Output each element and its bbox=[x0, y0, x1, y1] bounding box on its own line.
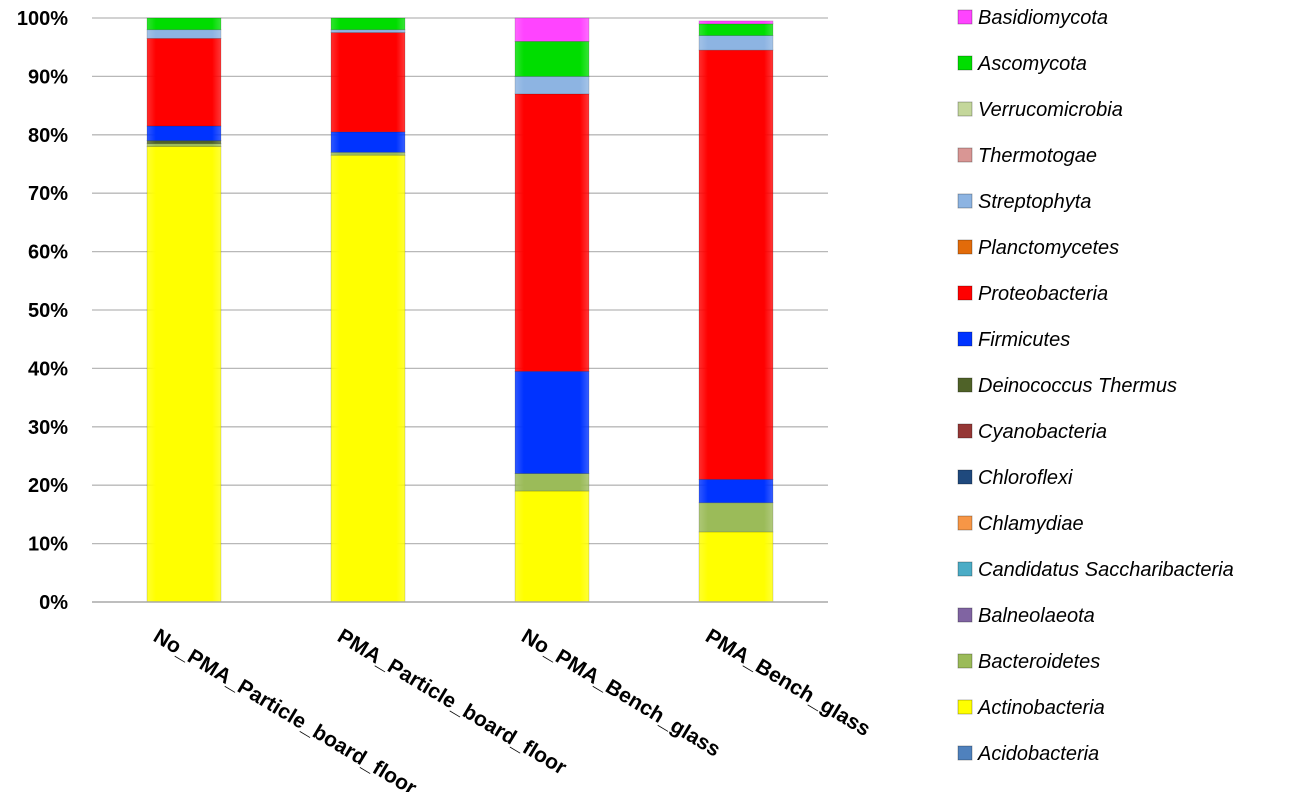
bar-segment-ascomycota bbox=[146, 17, 222, 31]
bar-segment-bacteroidetes bbox=[330, 151, 406, 156]
bar-segment-streptophyta bbox=[330, 29, 406, 34]
bar-segment-bacteroidetes bbox=[146, 143, 222, 147]
legend-swatch-firmicutes bbox=[957, 331, 973, 347]
legend: Basidiomycota Ascomycota Verrucomicrobia Th… bbox=[957, 7, 1234, 765]
bar-segment-ascomycota bbox=[330, 17, 406, 31]
legend-label-ascomycota: Ascomycota bbox=[977, 53, 1087, 75]
x-axis-category-labels: No_PMA_Particle_board_floorPMA_Particle_… bbox=[149, 625, 874, 792]
legend-swatch-thermotogae bbox=[957, 147, 973, 163]
bar-segment-actinobacteria bbox=[514, 490, 590, 603]
bar-segment-streptophyta bbox=[146, 29, 222, 39]
bar-segment-basidiomycota bbox=[514, 17, 590, 42]
legend-swatch-chlamydiae bbox=[957, 515, 973, 531]
legend-swatch-proteobacteria bbox=[957, 285, 973, 301]
bar-segment-basidiomycota bbox=[698, 20, 774, 25]
legend-swatch-cyanobacteria bbox=[957, 423, 973, 439]
y-tick-label: 0% bbox=[39, 592, 68, 614]
y-tick-label: 100% bbox=[17, 8, 68, 30]
bars bbox=[146, 17, 774, 603]
legend-label-thermotogae: Thermotogae bbox=[978, 145, 1097, 167]
legend-swatch-streptophyta bbox=[957, 193, 973, 209]
bar-segment-streptophyta bbox=[514, 76, 590, 95]
legend-swatch-balneolaeota bbox=[957, 607, 973, 623]
legend-label-firmicutes: Firmicutes bbox=[978, 329, 1070, 351]
y-tick-label: 20% bbox=[28, 475, 68, 497]
legend-label-acidobacteria: Acidobacteria bbox=[977, 743, 1099, 765]
legend-label-chlamydiae: Chlamydiae bbox=[978, 513, 1084, 535]
legend-swatch-basidiomycota bbox=[957, 9, 973, 25]
y-tick-label: 40% bbox=[28, 358, 68, 380]
legend-swatch-actinobacteria bbox=[957, 699, 973, 715]
legend-label-cyanobacteria: Cyanobacteria bbox=[978, 421, 1107, 443]
legend-swatch-ascomycota bbox=[957, 55, 973, 71]
bar-segment-bacteroidetes bbox=[514, 473, 590, 492]
y-tick-label: 60% bbox=[28, 242, 68, 264]
legend-label-bacteroidetes: Bacteroidetes bbox=[978, 651, 1100, 673]
y-tick-label: 90% bbox=[28, 66, 68, 88]
legend-label-candidatus-saccharibacteria: Candidatus Saccharibacteria bbox=[978, 559, 1234, 581]
bar-segment-deinococcus-thermus bbox=[146, 140, 222, 144]
bar-segment-bacteroidetes bbox=[698, 502, 774, 533]
bar-segment-firmicutes bbox=[514, 370, 590, 474]
bar-segment-proteobacteria bbox=[514, 93, 590, 372]
bar-segment-ascomycota bbox=[514, 40, 590, 77]
legend-label-verrucomicrobia: Verrucomicrobia bbox=[978, 99, 1123, 121]
legend-label-deinococcus-thermus: Deinococcus Thermus bbox=[978, 375, 1177, 397]
bar-segment-proteobacteria bbox=[330, 32, 406, 133]
legend-label-planctomycetes: Planctomycetes bbox=[978, 237, 1119, 259]
legend-swatch-candidatus-saccharibacteria bbox=[957, 561, 973, 577]
y-tick-label: 10% bbox=[28, 534, 68, 556]
y-tick-label: 30% bbox=[28, 417, 68, 439]
y-tick-label: 50% bbox=[28, 300, 68, 322]
bar-segment-ascomycota bbox=[698, 23, 774, 36]
legend-swatch-acidobacteria bbox=[957, 745, 973, 761]
x-category-label: PMA_Bench_glass bbox=[701, 625, 874, 741]
legend-label-actinobacteria: Actinobacteria bbox=[977, 697, 1105, 719]
legend-label-balneolaeota: Balneolaeota bbox=[978, 605, 1095, 627]
y-tick-label: 70% bbox=[28, 183, 68, 205]
x-category-label: No_PMA_Bench_glass bbox=[517, 625, 724, 762]
legend-swatch-bacteroidetes bbox=[957, 653, 973, 669]
legend-label-chloroflexi: Chloroflexi bbox=[978, 467, 1073, 489]
legend-label-streptophyta: Streptophyta bbox=[978, 191, 1091, 213]
bar-segment-actinobacteria bbox=[146, 146, 222, 603]
bar-segment-firmicutes bbox=[146, 125, 222, 142]
y-tick-label: 80% bbox=[28, 125, 68, 147]
legend-swatch-verrucomicrobia bbox=[957, 101, 973, 117]
bar-segment-actinobacteria bbox=[330, 154, 406, 603]
legend-label-basidiomycota: Basidiomycota bbox=[978, 7, 1108, 29]
bar-segment-firmicutes bbox=[698, 478, 774, 504]
bar-segment-firmicutes bbox=[330, 131, 406, 153]
y-axis-tick-labels: 0% 10% 20% 30% 40% 50% 60% 70% 80% 90% 100% bbox=[17, 8, 68, 614]
bar-segment-proteobacteria bbox=[146, 38, 222, 127]
legend-label-proteobacteria: Proteobacteria bbox=[978, 283, 1108, 305]
legend-swatch-deinococcus-thermus bbox=[957, 377, 973, 393]
bar-segment-proteobacteria bbox=[698, 49, 774, 480]
bar-segment-actinobacteria bbox=[698, 531, 774, 603]
legend-swatch-chloroflexi bbox=[957, 469, 973, 485]
bar-segment-streptophyta bbox=[698, 35, 774, 51]
legend-swatch-planctomycetes bbox=[957, 239, 973, 255]
